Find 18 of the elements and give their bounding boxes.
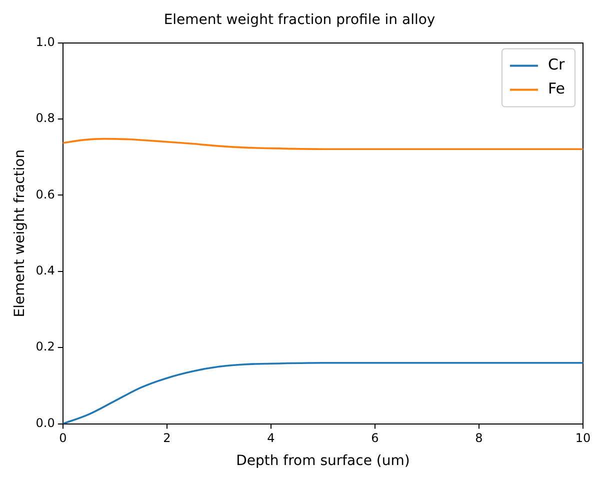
legend-label: Fe [548, 80, 566, 98]
y-tick-label: 0.8 [36, 111, 55, 126]
y-axis-title: Element weight fraction [12, 149, 28, 318]
x-tick-label: 6 [371, 431, 379, 446]
x-tick-label: 4 [267, 431, 275, 446]
x-tick-label: 8 [475, 431, 483, 446]
x-tick-label: 2 [163, 431, 171, 446]
chart-title: Element weight fraction profile in alloy [164, 12, 436, 28]
x-axis-title: Depth from surface (um) [236, 453, 410, 470]
x-tick-label: 10 [575, 431, 591, 446]
legend-label: Cr [548, 56, 566, 74]
line-series [62, 138, 583, 150]
y-tick-label: 1.0 [36, 34, 55, 49]
y-tick-label: 0.4 [36, 264, 55, 278]
y-tick-label: 0.0 [36, 416, 55, 430]
y-tick-label: 0.2 [36, 340, 55, 354]
x-tick-label: 0 [59, 431, 67, 446]
y-tick-label: 0.6 [36, 187, 55, 202]
